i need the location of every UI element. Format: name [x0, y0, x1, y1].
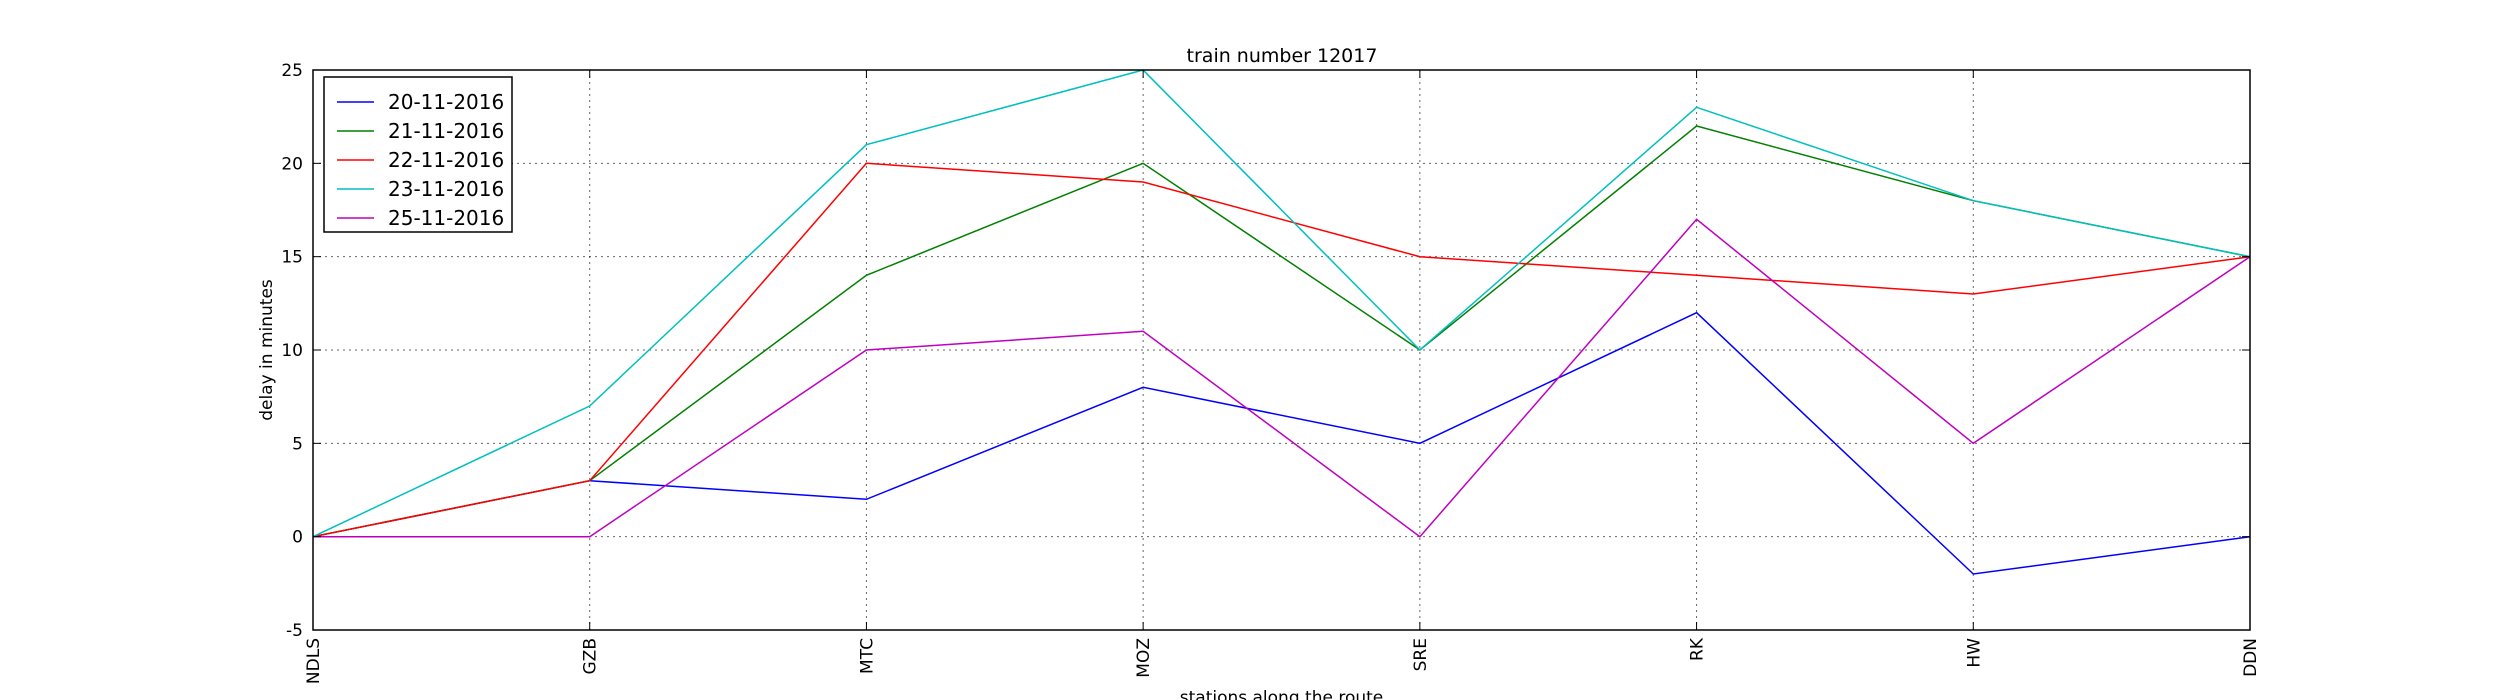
x-tick-label: DDN — [2241, 638, 2261, 677]
y-tick-label: 20 — [281, 154, 303, 174]
series-line — [312, 125, 2251, 538]
x-tick-label: MTC — [857, 638, 877, 674]
plot-area-frame — [312, 69, 2251, 631]
axis-ticks: -5 0 5 10 15 20 25 NDLS GZB MTC MOZ SRE RK HW DDN — [281, 61, 2261, 684]
y-tick-label: 25 — [281, 61, 303, 81]
y-tick-label: 5 — [292, 434, 303, 454]
legend: 20-11-2016 21-11-2016 22-11-2016 23-11-2016… — [323, 76, 513, 233]
legend-label: 21-11-2016 — [388, 119, 504, 143]
series-line — [312, 69, 2251, 538]
x-tick-label: HW — [1964, 638, 1984, 668]
x-axis-label: stations along the route — [1180, 688, 1384, 700]
x-tick-label: RK — [1688, 637, 1708, 661]
legend-label: 23-11-2016 — [388, 177, 504, 201]
legend-label: 25-11-2016 — [388, 206, 504, 230]
series-line — [313, 218, 2251, 538]
x-tick-label: MOZ — [1134, 638, 1154, 678]
grid — [313, 70, 2250, 630]
series-line — [312, 311, 2251, 575]
x-tick-label: SRE — [1411, 638, 1431, 671]
y-tick-label: 10 — [281, 341, 303, 361]
x-tick-label: NDLS — [304, 638, 324, 684]
legend-label: 22-11-2016 — [388, 148, 504, 172]
series-lines — [312, 69, 2251, 575]
y-tick-label: 15 — [281, 248, 303, 268]
series-line — [312, 162, 2251, 538]
y-tick-label: -5 — [286, 621, 303, 641]
legend-frame — [323, 76, 513, 233]
y-axis-label: delay in minutes — [257, 279, 277, 421]
chart-title: train number 12017 — [1187, 45, 1378, 67]
y-tick-label: 0 — [292, 528, 303, 548]
x-tick-label: GZB — [581, 638, 601, 674]
legend-label: 20-11-2016 — [388, 90, 504, 114]
